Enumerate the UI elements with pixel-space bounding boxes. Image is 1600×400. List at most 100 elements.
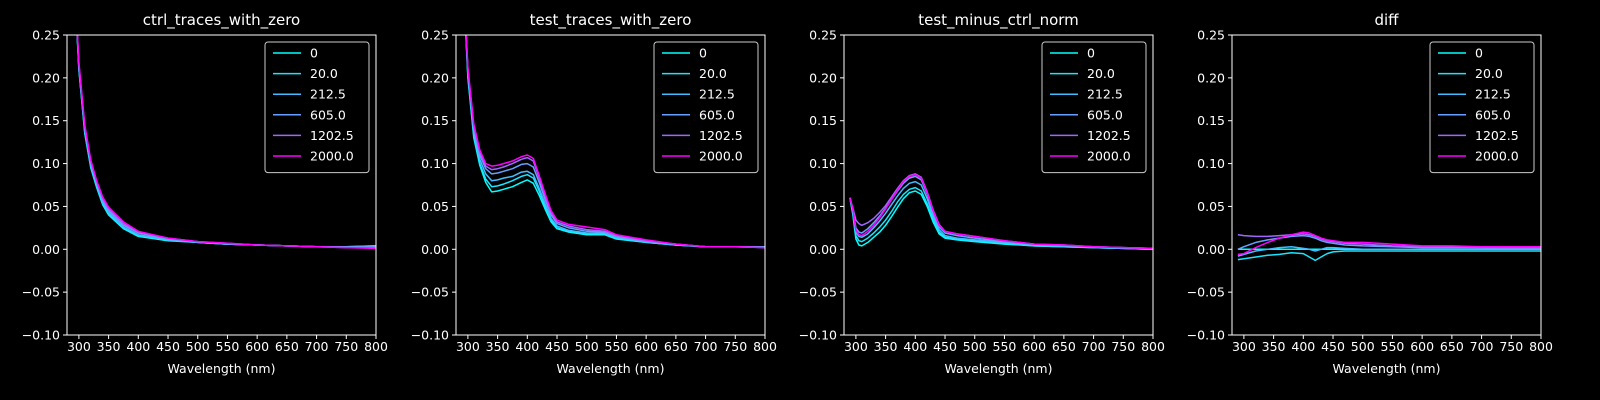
legend-label: 605.0 — [699, 107, 735, 122]
y-tick-label: 0.10 — [1197, 156, 1225, 171]
x-tick-label: 700 — [1470, 339, 1494, 354]
chart-panel-3: 300 350 400 450 500 550 600 650 700 750 800 −0.10 −0… — [799, 11, 1165, 376]
y-tick-label: −0.10 — [22, 328, 60, 343]
series-line-4 — [1237, 234, 1541, 250]
x-tick-label: 500 — [1351, 339, 1375, 354]
y-tick-label: 0.00 — [421, 242, 449, 257]
x-tick-label: 700 — [305, 339, 329, 354]
y-tick-label: 0.20 — [421, 70, 449, 85]
series-lines — [76, 35, 376, 250]
legend-label: 605.0 — [310, 107, 346, 122]
x-tick-label: 750 — [1111, 339, 1135, 354]
legend-label: 212.5 — [1087, 87, 1123, 102]
series-line-2 — [1237, 250, 1541, 262]
y-tick-label: −0.05 — [799, 285, 837, 300]
legend-label: 20.0 — [1475, 66, 1503, 81]
y-tick-label: −0.05 — [1187, 285, 1225, 300]
x-tick-label: 500 — [186, 339, 210, 354]
x-tick-label: 450 — [156, 339, 180, 354]
y-tick-label: −0.05 — [22, 285, 60, 300]
legend-label: 0 — [1475, 46, 1483, 61]
y-tick-label: 0.20 — [1197, 70, 1225, 85]
legend: 0 20.0 212.5 605.0 1202.5 2000.0 — [1041, 41, 1147, 174]
x-tick-label: 800 — [1529, 339, 1553, 354]
y-tick-label: 0.15 — [32, 113, 60, 128]
axes-frame — [66, 34, 377, 336]
y-tick-label: 0.20 — [809, 70, 837, 85]
legend-label: 0 — [699, 46, 707, 61]
y-tick-label: 0.10 — [32, 156, 60, 171]
x-tick-label: 500 — [963, 339, 987, 354]
x-tick-label: 350 — [97, 339, 121, 354]
y-tick-label: −0.10 — [799, 328, 837, 343]
x-tick-label: 800 — [753, 339, 777, 354]
y-tick-label: 0.15 — [809, 113, 837, 128]
x-tick-label: 800 — [1141, 339, 1165, 354]
y-tick-label: 0.25 — [809, 28, 837, 43]
x-tick-label: 500 — [575, 339, 599, 354]
x-tick-label: 650 — [1440, 339, 1464, 354]
legend-label: 212.5 — [310, 87, 346, 102]
series-line-6 — [849, 173, 1153, 250]
x-tick-label: 750 — [723, 339, 747, 354]
legend-box — [1429, 41, 1535, 174]
x-tick-label: 300 — [456, 339, 480, 354]
x-axis-label: Wavelength (nm) — [945, 361, 1053, 376]
series-line-3 — [849, 180, 1153, 251]
chart-panel-1: 300 350 400 450 500 550 600 650 700 750 800 −0.10 −0… — [22, 11, 388, 376]
x-tick-label: 300 — [1232, 339, 1256, 354]
y-tick-label: 0.25 — [421, 28, 449, 43]
legend-label: 212.5 — [699, 87, 735, 102]
x-tick-label: 300 — [67, 339, 91, 354]
legend-label: 1202.5 — [1087, 128, 1131, 143]
chart-panel-4: 300 350 400 450 500 550 600 650 700 750 800 −0.10 −0… — [1187, 11, 1553, 376]
x-tick-label: 600 — [1410, 339, 1434, 354]
x-tick-label: 800 — [364, 339, 388, 354]
series-line-2 — [849, 186, 1153, 251]
y-tick-label: 0.25 — [32, 28, 60, 43]
legend-label: 20.0 — [1087, 66, 1115, 81]
x-tick-label: 450 — [545, 339, 569, 354]
x-tick-label: 650 — [1052, 339, 1076, 354]
series-line-2 — [465, 35, 765, 248]
x-tick-label: 400 — [1291, 339, 1315, 354]
legend: 0 20.0 212.5 605.0 1202.5 2000.0 — [653, 41, 759, 174]
legend: 0 20.0 212.5 605.0 1202.5 2000.0 — [264, 41, 370, 174]
legend-label: 20.0 — [310, 66, 338, 81]
legend-label: 1202.5 — [310, 128, 354, 143]
series-line-3 — [1237, 245, 1541, 257]
y-tick-label: −0.05 — [411, 285, 449, 300]
series-line-6 — [76, 35, 376, 250]
series-line-6 — [1237, 231, 1541, 256]
series-line-5 — [465, 35, 765, 249]
legend: 0 20.0 212.5 605.0 1202.5 2000.0 — [1429, 41, 1535, 174]
x-tick-label: 400 — [126, 339, 150, 354]
x-axis-label: Wavelength (nm) — [168, 361, 276, 376]
x-axis-label: Wavelength (nm) — [1333, 361, 1441, 376]
x-tick-label: 450 — [1321, 339, 1345, 354]
x-tick-label: 600 — [1022, 339, 1046, 354]
y-tick-label: 0.05 — [1197, 199, 1225, 214]
x-tick-label: 700 — [1082, 339, 1106, 354]
x-tick-label: 350 — [1262, 339, 1286, 354]
chart-title: test_traces_with_zero — [530, 11, 692, 30]
legend-box — [653, 41, 759, 174]
x-tick-label: 550 — [216, 339, 240, 354]
y-tick-label: 0.05 — [809, 199, 837, 214]
chart-panel-2: 300 350 400 450 500 550 600 650 700 750 800 −0.10 −0… — [411, 11, 777, 376]
x-tick-label: 650 — [275, 339, 299, 354]
x-tick-label: 450 — [933, 339, 957, 354]
legend-label: 605.0 — [1087, 107, 1123, 122]
y-tick-label: 0.00 — [1197, 242, 1225, 257]
chart-title: diff — [1374, 11, 1399, 29]
chart-title: ctrl_traces_with_zero — [143, 11, 300, 30]
axes-frame — [843, 34, 1154, 336]
legend-label: 2000.0 — [699, 149, 743, 164]
legend-label: 605.0 — [1475, 107, 1511, 122]
y-tick-label: −0.10 — [411, 328, 449, 343]
x-tick-label: 750 — [1499, 339, 1523, 354]
x-tick-label: 300 — [844, 339, 868, 354]
series-line-4 — [465, 35, 765, 249]
series-lines — [465, 35, 765, 249]
legend-label: 2000.0 — [1087, 149, 1131, 164]
